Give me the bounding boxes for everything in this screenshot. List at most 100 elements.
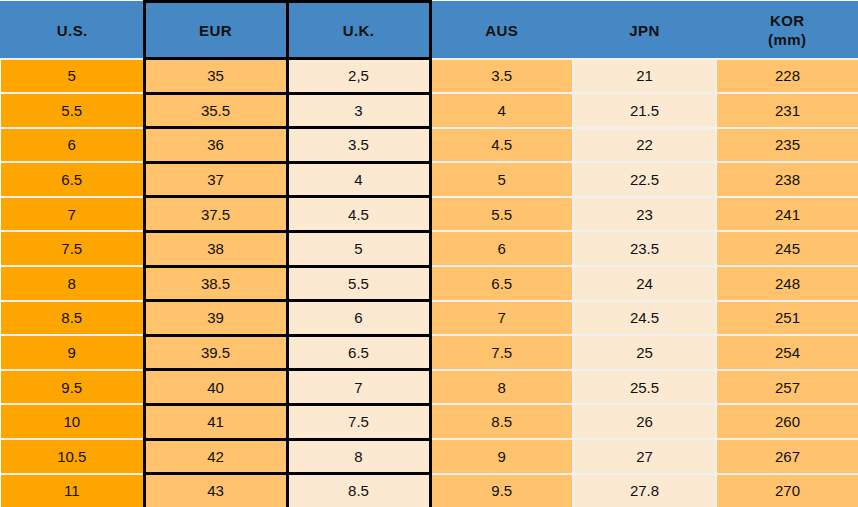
table-cell: 260 [716, 404, 858, 439]
table-cell: 27 [573, 439, 716, 474]
table-cell: 36 [144, 128, 287, 163]
table-cell: 39.5 [144, 335, 287, 370]
table-row: 10417.58.526260 [1, 404, 858, 439]
table-cell: 231 [716, 93, 858, 128]
shoe-size-conversion-table: U.S. EUR U.K. AUS JPN KOR (mm) 5352,53.5… [0, 0, 858, 507]
table-cell: 6 [287, 301, 430, 336]
table-cell: 3 [287, 93, 430, 128]
table-cell: 38.5 [144, 266, 287, 301]
table-cell: 24 [573, 266, 716, 301]
table-cell: 245 [716, 231, 858, 266]
table-cell: 24.5 [573, 301, 716, 336]
table-cell: 7 [287, 370, 430, 405]
table-row: 5352,53.521228 [1, 59, 858, 94]
header-jpn: JPN [573, 2, 716, 59]
table-cell: 25 [573, 335, 716, 370]
table-cell: 5 [1, 59, 144, 94]
table-cell: 8.5 [1, 301, 144, 336]
table-cell: 11 [1, 474, 144, 507]
table-cell: 10.5 [1, 439, 144, 474]
table-cell: 5.5 [287, 266, 430, 301]
table-cell: 267 [716, 439, 858, 474]
table-cell: 42 [144, 439, 287, 474]
header-eur: EUR [144, 2, 287, 59]
table-cell: 22.5 [573, 162, 716, 197]
table-cell: 6.5 [430, 266, 573, 301]
table-cell: 37.5 [144, 197, 287, 232]
header-row: U.S. EUR U.K. AUS JPN KOR (mm) [1, 2, 858, 59]
table-cell: 3.5 [287, 128, 430, 163]
table-row: 11438.59.527.8270 [1, 474, 858, 507]
table-cell: 6 [430, 231, 573, 266]
table-cell: 8 [430, 370, 573, 405]
table-cell: 228 [716, 59, 858, 94]
table-cell: 235 [716, 128, 858, 163]
table-cell: 27.8 [573, 474, 716, 507]
table-cell: 4.5 [287, 197, 430, 232]
table-cell: 8 [287, 439, 430, 474]
header-us: U.S. [1, 2, 144, 59]
table-cell: 251 [716, 301, 858, 336]
table-cell: 9 [430, 439, 573, 474]
table-cell: 25.5 [573, 370, 716, 405]
table-cell: 4 [430, 93, 573, 128]
table-cell: 37 [144, 162, 287, 197]
table-cell: 6.5 [287, 335, 430, 370]
table-row: 737.54.55.523241 [1, 197, 858, 232]
table-row: 6.5374522.5238 [1, 162, 858, 197]
table-row: 9.5407825.5257 [1, 370, 858, 405]
table-cell: 5.5 [1, 93, 144, 128]
table-cell: 5.5 [430, 197, 573, 232]
header-kor: KOR (mm) [716, 2, 858, 59]
table-cell: 4 [287, 162, 430, 197]
table-row: 939.56.57.525254 [1, 335, 858, 370]
table-cell: 41 [144, 404, 287, 439]
table-cell: 7 [1, 197, 144, 232]
table-cell: 270 [716, 474, 858, 507]
table-row: 8.5396724.5251 [1, 301, 858, 336]
table-cell: 35 [144, 59, 287, 94]
table-cell: 8.5 [430, 404, 573, 439]
table-cell: 8.5 [287, 474, 430, 507]
table-cell: 43 [144, 474, 287, 507]
table-cell: 8 [1, 266, 144, 301]
table-row: 5.535.53421.5231 [1, 93, 858, 128]
table-cell: 38 [144, 231, 287, 266]
table-cell: 4.5 [430, 128, 573, 163]
table-cell: 2,5 [287, 59, 430, 94]
table-cell: 21.5 [573, 93, 716, 128]
table-cell: 9.5 [430, 474, 573, 507]
table-row: 838.55.56.524248 [1, 266, 858, 301]
table-cell: 5 [430, 162, 573, 197]
table-cell: 6.5 [1, 162, 144, 197]
table-cell: 35.5 [144, 93, 287, 128]
table-cell: 7 [430, 301, 573, 336]
table-cell: 9.5 [1, 370, 144, 405]
header-kor-sublabel: (mm) [717, 30, 858, 49]
header-kor-label: KOR [717, 11, 858, 30]
table-cell: 7.5 [430, 335, 573, 370]
table-cell: 9 [1, 335, 144, 370]
table-row: 6363.54.522235 [1, 128, 858, 163]
table-cell: 23 [573, 197, 716, 232]
table-cell: 3.5 [430, 59, 573, 94]
table-cell: 40 [144, 370, 287, 405]
table-cell: 248 [716, 266, 858, 301]
table-cell: 7.5 [1, 231, 144, 266]
table-cell: 23.5 [573, 231, 716, 266]
table-cell: 254 [716, 335, 858, 370]
table-cell: 10 [1, 404, 144, 439]
table-row: 10.5428927267 [1, 439, 858, 474]
table-cell: 7.5 [287, 404, 430, 439]
table-cell: 26 [573, 404, 716, 439]
table-cell: 238 [716, 162, 858, 197]
header-aus: AUS [430, 2, 573, 59]
table-cell: 39 [144, 301, 287, 336]
table-cell: 257 [716, 370, 858, 405]
table-cell: 22 [573, 128, 716, 163]
table-cell: 5 [287, 231, 430, 266]
table-cell: 6 [1, 128, 144, 163]
table-cell: 21 [573, 59, 716, 94]
table-row: 7.5385623.5245 [1, 231, 858, 266]
table-cell: 241 [716, 197, 858, 232]
